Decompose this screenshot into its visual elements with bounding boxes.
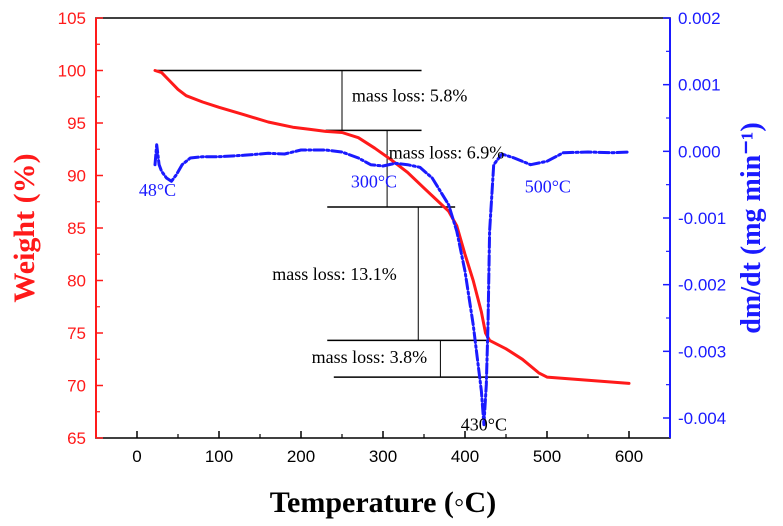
temperature-label: 48°C: [139, 180, 176, 200]
series-layer: [153, 69, 631, 427]
x-tick-label: 200: [287, 447, 315, 466]
mass-loss-label: mass loss: 5.8%: [352, 86, 468, 106]
mass-loss-label: mass loss: 3.8%: [312, 347, 428, 367]
dmdt-series-line: [153, 143, 631, 427]
y-right-tick-label: -0.002: [678, 276, 726, 295]
y-left-tick-label: 85: [67, 219, 86, 238]
y-left-tick-label: 95: [67, 114, 86, 133]
y-left-tick-label: 105: [58, 9, 86, 28]
axes-layer: 65 70 75 80 85 90 95 100 105 -0.004 -0.003 -0.002 -0…: [58, 9, 727, 466]
annotations: [157, 69, 539, 378]
x-tick-label: 600: [615, 447, 643, 466]
y-axis-left-title: Weight (%): [8, 153, 41, 302]
mass-loss-label: mass loss: 6.9%: [389, 142, 505, 162]
weight-series-line: [153, 69, 631, 385]
x-tick-label: 400: [451, 447, 479, 466]
x-tick-label: 300: [369, 447, 397, 466]
plot-frame: [95, 17, 671, 439]
y-left-tick-label: 75: [67, 324, 86, 343]
plot-area: [95, 17, 671, 439]
y-right-tick-label: -0.004: [678, 409, 726, 428]
y-right-tick-label: 0.001: [678, 76, 721, 95]
y-right-tick-label: -0.003: [678, 342, 726, 361]
temperature-label: 430°C: [461, 415, 507, 435]
y-left-tick-label: 70: [67, 377, 86, 396]
temperature-label: 300°C: [351, 171, 397, 191]
labels-layer: mass loss: 5.8% mass loss: 6.9% mass loss:…: [139, 86, 571, 435]
x-tick-label: 0: [132, 447, 141, 466]
y-right-tick-label: 0.000: [678, 142, 721, 161]
x-tick-label: 500: [533, 447, 561, 466]
y-left-tick-label: 80: [67, 272, 86, 291]
y-left-tick-label: 65: [67, 429, 86, 448]
y-right-tick-label: -0.001: [678, 209, 726, 228]
x-axis-title: Temperature (◦C): [270, 486, 496, 519]
y-axis-right-title: dm/dt (mg min⁻¹): [736, 122, 767, 333]
y-left-tick-label: 90: [67, 167, 86, 186]
y-right-tick-label: 0.002: [678, 9, 721, 28]
x-tick-label: 100: [205, 447, 233, 466]
temperature-label: 500°C: [525, 177, 571, 197]
y-left-tick-label: 100: [58, 62, 86, 81]
mass-loss-label: mass loss: 13.1%: [272, 264, 397, 284]
